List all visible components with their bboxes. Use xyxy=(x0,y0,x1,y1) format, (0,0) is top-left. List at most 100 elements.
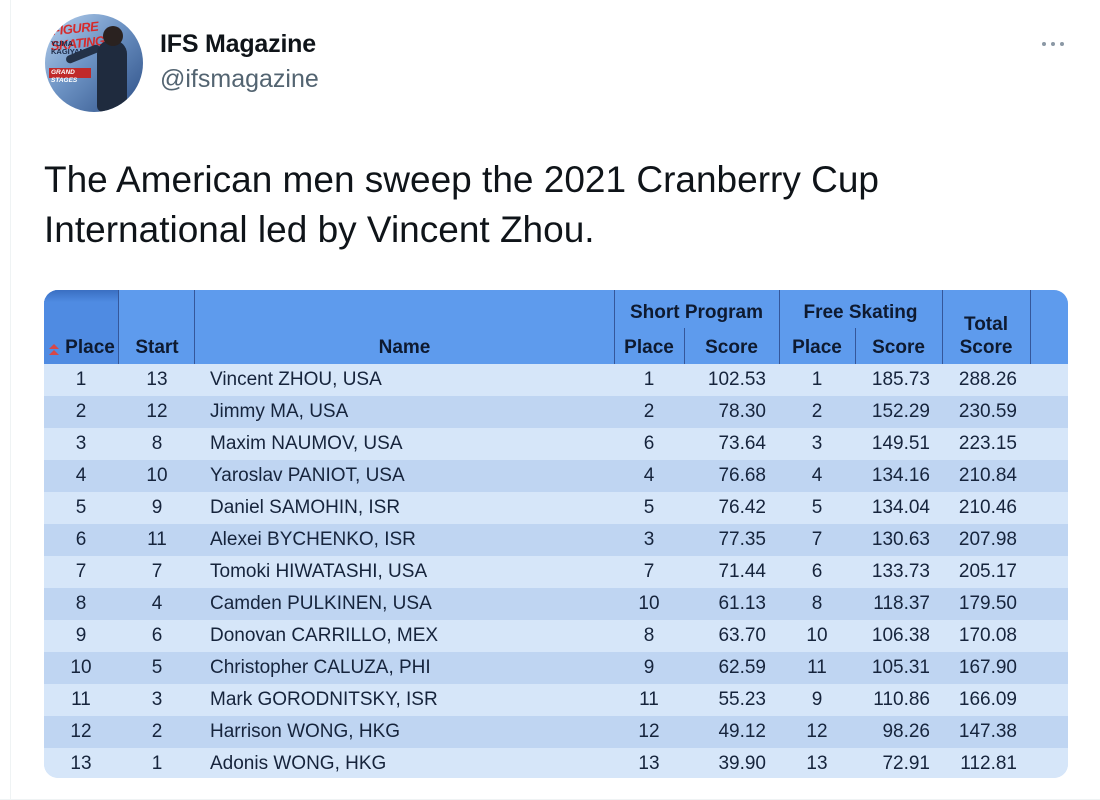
cell-start: 9 xyxy=(151,497,163,518)
header-divider xyxy=(118,290,119,364)
table-row: 10 5 Christopher CALUZA, PHI 9 62.59 11 105.31… xyxy=(44,652,1068,684)
cell-total: 288.26 xyxy=(958,369,1017,390)
cell-fs-place: 12 xyxy=(806,721,828,742)
cell-start: 2 xyxy=(151,721,163,742)
table-row: 3 8 Maxim NAUMOV, USA 6 73.64 3 149.51 223.15 xyxy=(44,428,1068,460)
cell-name: Camden PULKINEN, USA xyxy=(210,593,432,614)
header-name[interactable]: Name xyxy=(378,337,431,358)
tweet-text: The American men sweep the 2021 Cranberr… xyxy=(44,159,879,250)
header-sp-score[interactable]: Score xyxy=(705,337,758,358)
timeline-border xyxy=(10,0,11,800)
table-row: 13 1 Adonis WONG, HKG 13 39.90 13 72.91 112.81 xyxy=(44,748,1068,778)
table-row: 2 12 Jimmy MA, USA 2 78.30 2 152.29 230.59 xyxy=(44,396,1068,428)
cell-name: Daniel SAMOHIN, ISR xyxy=(210,497,401,518)
cell-fs-score: 98.26 xyxy=(882,721,930,742)
cell-sp-place: 3 xyxy=(643,529,655,550)
cell-sp-place: 10 xyxy=(638,593,660,614)
header-place[interactable]: Place xyxy=(65,337,115,358)
header-subdivider xyxy=(855,328,856,364)
header-total-line1: Total xyxy=(964,314,1008,335)
cell-fs-place: 2 xyxy=(811,401,823,422)
header-divider xyxy=(779,290,780,364)
cell-fs-score: 134.16 xyxy=(871,465,930,486)
header-start[interactable]: Start xyxy=(135,337,179,358)
cell-total: 210.84 xyxy=(958,465,1017,486)
cell-sp-score: 77.35 xyxy=(718,529,766,550)
cell-fs-score: 106.38 xyxy=(871,625,930,646)
table-row: 5 9 Daniel SAMOHIN, ISR 5 76.42 5 134.04 210.46 xyxy=(44,492,1068,524)
cell-total: 167.90 xyxy=(958,657,1017,678)
cell-sp-score: 63.70 xyxy=(718,625,766,646)
cell-name: Harrison WONG, HKG xyxy=(210,721,401,742)
cell-fs-place: 8 xyxy=(811,593,823,614)
cell-sp-score: 78.30 xyxy=(718,401,766,422)
cell-sp-place: 11 xyxy=(639,689,659,710)
place-header-cell xyxy=(44,290,118,364)
cell-place: 7 xyxy=(75,561,87,582)
cell-fs-place: 13 xyxy=(806,753,828,774)
cell-fs-score: 72.91 xyxy=(882,753,930,774)
table-row: 6 11 Alexei BYCHENKO, ISR 3 77.35 7 130.63 207.… xyxy=(44,524,1068,556)
avatar-skater-head xyxy=(103,26,123,46)
table-row: 4 10 Yaroslav PANIOT, USA 4 76.68 4 134.16 210.… xyxy=(44,460,1068,492)
header-free-skating: Free Skating xyxy=(803,302,918,323)
cell-name: Donovan CARRILLO, MEX xyxy=(210,625,439,646)
cell-name: Adonis WONG, HKG xyxy=(210,753,387,774)
cell-sp-place: 7 xyxy=(643,561,655,582)
header-sp-place[interactable]: Place xyxy=(624,337,674,358)
cell-sp-place: 12 xyxy=(638,721,660,742)
cell-name: Mark GORODNITSKY, ISR xyxy=(210,689,438,710)
cell-place: 1 xyxy=(75,369,87,390)
table-row: 12 2 Harrison WONG, HKG 12 49.12 12 98.26 147.3… xyxy=(44,716,1068,748)
cell-place: 8 xyxy=(75,593,87,614)
place-header-shade xyxy=(44,290,118,302)
cell-total: 230.59 xyxy=(958,401,1017,422)
cell-fs-place: 11 xyxy=(807,657,827,678)
cell-start: 13 xyxy=(146,369,168,390)
cell-fs-score: 185.73 xyxy=(871,369,930,390)
author-display-name[interactable]: IFS Magazine xyxy=(160,30,316,58)
cell-total: 179.50 xyxy=(958,593,1017,614)
cell-sp-score: 102.53 xyxy=(707,369,766,390)
cell-sp-place: 4 xyxy=(643,465,655,486)
cell-sp-place: 9 xyxy=(643,657,655,678)
cell-place: 2 xyxy=(75,401,87,422)
avatar-skater-body xyxy=(97,40,127,112)
cell-total: 207.98 xyxy=(958,529,1017,550)
cell-sp-place: 1 xyxy=(643,369,655,390)
cell-total: 147.38 xyxy=(958,721,1017,742)
cell-fs-score: 149.51 xyxy=(871,433,930,454)
cell-sp-place: 5 xyxy=(643,497,655,518)
header-short-program: Short Program xyxy=(629,302,764,323)
cell-fs-place: 1 xyxy=(811,369,823,390)
cell-start: 5 xyxy=(151,657,163,678)
cell-fs-place: 6 xyxy=(811,561,823,582)
cell-place: 4 xyxy=(75,465,87,486)
header-divider xyxy=(194,290,195,364)
cell-place: 6 xyxy=(75,529,87,550)
more-options-icon[interactable] xyxy=(1040,34,1066,54)
cell-total: 205.17 xyxy=(958,561,1017,582)
header-divider xyxy=(942,290,943,364)
cell-fs-score: 134.04 xyxy=(871,497,930,518)
sort-arrows-icon[interactable] xyxy=(48,343,60,357)
header-fs-score[interactable]: Score xyxy=(872,337,925,358)
cell-start: 8 xyxy=(151,433,163,454)
author-handle[interactable]: @ifsmagazine xyxy=(160,65,319,93)
avatar[interactable]: IFIGURE SKATING YUMA KAGIYAMA GRAND STAG… xyxy=(45,14,143,112)
cell-fs-score: 133.73 xyxy=(871,561,930,582)
cell-name: Vincent ZHOU, USA xyxy=(210,369,382,390)
cell-sp-score: 76.42 xyxy=(718,497,766,518)
cell-sp-score: 73.64 xyxy=(718,433,766,454)
cell-fs-place: 4 xyxy=(811,465,823,486)
header-fs-place[interactable]: Place xyxy=(792,337,842,358)
cell-total: 112.81 xyxy=(960,753,1017,774)
cell-total: 223.15 xyxy=(958,433,1017,454)
cell-start: 11 xyxy=(147,529,167,550)
avatar-cover-name: YUMA KAGIYAMA xyxy=(51,39,92,56)
header-divider xyxy=(614,290,615,364)
table-row: 7 7 Tomoki HIWATASHI, USA 7 71.44 6 133.73 205.… xyxy=(44,556,1068,588)
cell-fs-score: 118.37 xyxy=(873,593,930,614)
cell-place: 11 xyxy=(71,689,91,710)
header-total-line2[interactable]: Score xyxy=(959,337,1013,358)
